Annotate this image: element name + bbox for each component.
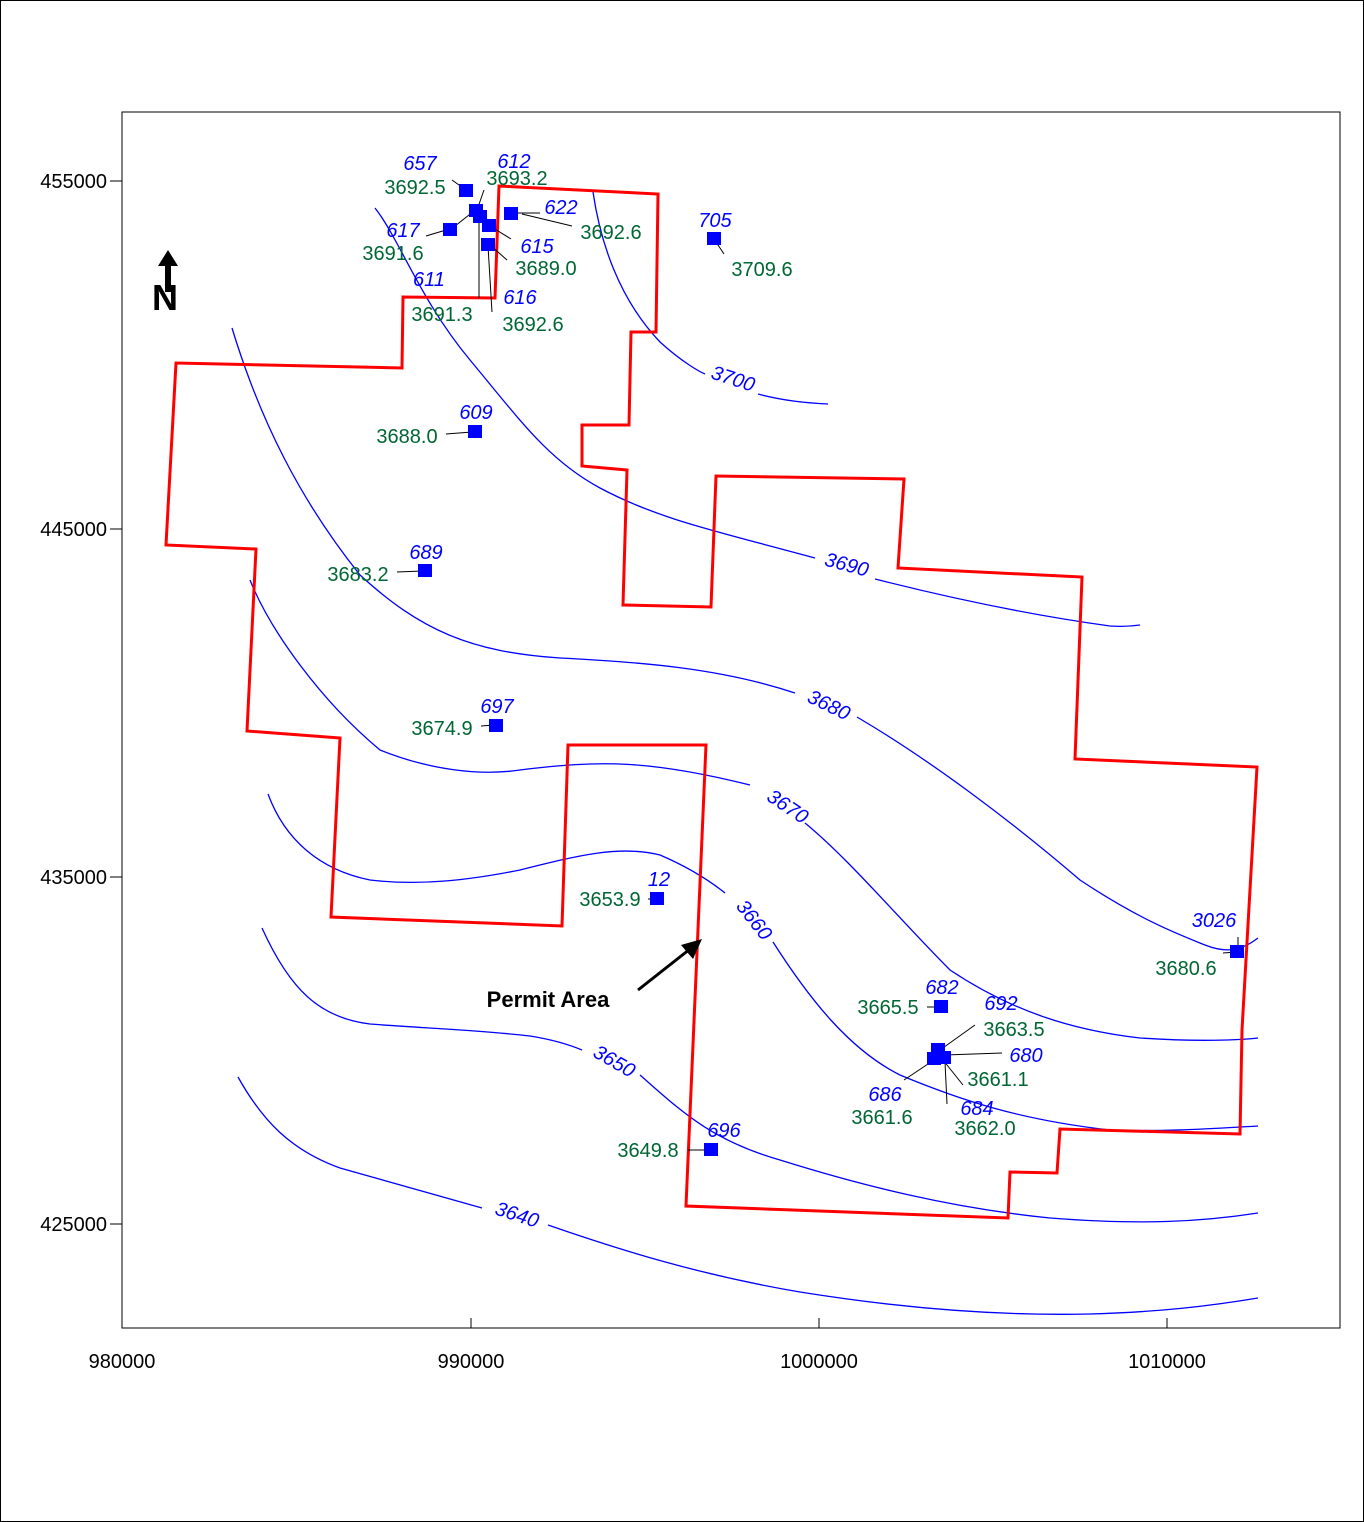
well-id-label: 3026 bbox=[1192, 910, 1237, 932]
well-value-label: 3661.1 bbox=[967, 1069, 1028, 1091]
well-marker[interactable] bbox=[934, 1000, 948, 1013]
contour-line-3690 bbox=[374, 207, 1141, 628]
well-marker[interactable] bbox=[707, 232, 721, 245]
contour-label: 3690 bbox=[822, 549, 871, 582]
contour-line-fragment bbox=[374, 1329, 383, 1330]
well-id-label: 696 bbox=[707, 1120, 741, 1142]
well-id-labels: 657 612 622 705 617 615 611 616 609 689 … bbox=[386, 151, 1237, 1142]
well-marker[interactable] bbox=[1230, 945, 1244, 958]
well-value-label: 3661.6 bbox=[851, 1107, 912, 1129]
contour-label: 3680 bbox=[804, 686, 854, 725]
y-axis: 455000 445000 435000 425000 bbox=[40, 171, 122, 1236]
well-id-label: 622 bbox=[544, 197, 577, 219]
well-value-label: 3680.6 bbox=[1155, 958, 1216, 980]
y-tick-label: 455000 bbox=[40, 171, 107, 193]
north-label: N bbox=[152, 277, 178, 318]
well-id-label: 615 bbox=[520, 236, 554, 258]
well-value-labels: 3692.5 3693.2 3692.6 3709.6 3691.6 3689.… bbox=[327, 168, 1216, 1162]
contour-line-3650 bbox=[261, 927, 1259, 1223]
well-marker[interactable] bbox=[482, 219, 496, 232]
y-tick-label: 425000 bbox=[40, 1214, 107, 1236]
well-id-label: 697 bbox=[480, 696, 514, 718]
well-id-label: 692 bbox=[984, 993, 1017, 1015]
y-tick-label: 435000 bbox=[40, 867, 107, 889]
well-value-label: 3709.6 bbox=[731, 259, 792, 281]
x-tick-label: 1010000 bbox=[1128, 1351, 1206, 1373]
well-id-label: 680 bbox=[1009, 1045, 1042, 1067]
well-marker[interactable] bbox=[418, 564, 432, 577]
permit-boundary bbox=[164, 184, 1259, 1220]
y-tick-label: 445000 bbox=[40, 519, 107, 541]
contour-line-3680 bbox=[231, 327, 1259, 951]
well-marker[interactable] bbox=[927, 1052, 941, 1065]
well-id-label: 12 bbox=[648, 869, 670, 891]
well-value-label: 3688.0 bbox=[376, 426, 437, 448]
well-marker[interactable] bbox=[704, 1143, 718, 1156]
well-id-label: 612 bbox=[497, 151, 530, 173]
contour-line-3700 bbox=[592, 191, 829, 405]
well-value-label: 3691.3 bbox=[411, 304, 472, 326]
contour-label: 3670 bbox=[763, 785, 812, 828]
permit-area-annotation: Permit Area bbox=[487, 939, 702, 1012]
contour-line-3660 bbox=[267, 793, 1259, 1132]
contour-line-3640 bbox=[237, 1076, 1259, 1315]
well-value-label: 3691.6 bbox=[362, 243, 423, 265]
well-value-label: 3663.5 bbox=[983, 1019, 1044, 1041]
well-marker[interactable] bbox=[489, 719, 503, 732]
well-id-label: 609 bbox=[459, 402, 492, 424]
contour-label: 3640 bbox=[492, 1198, 541, 1233]
well-marker[interactable] bbox=[481, 238, 495, 251]
well-id-label: 705 bbox=[698, 210, 732, 232]
well-value-label: 3683.2 bbox=[327, 564, 388, 586]
well-marker[interactable] bbox=[650, 892, 664, 905]
well-marker[interactable] bbox=[504, 207, 518, 220]
well-id-label: 689 bbox=[409, 542, 442, 564]
x-tick-label: 990000 bbox=[438, 1351, 505, 1373]
well-value-label: 3692.5 bbox=[384, 177, 445, 199]
x-tick-label: 1000000 bbox=[780, 1351, 858, 1373]
contour-labels: 3700 3690 3680 3670 3660 3650 3640 bbox=[492, 362, 871, 1233]
x-axis: 980000 990000 1000000 1010000 bbox=[89, 1318, 1206, 1373]
well-marker[interactable] bbox=[443, 223, 457, 236]
well-value-label: 3692.6 bbox=[502, 314, 563, 336]
well-id-label: 657 bbox=[403, 153, 437, 175]
well-value-label: 3693.2 bbox=[486, 168, 547, 190]
well-value-label: 3692.6 bbox=[580, 222, 641, 244]
well-value-label: 3665.5 bbox=[857, 997, 918, 1019]
arrowhead-icon bbox=[681, 939, 702, 959]
north-arrow-icon: N bbox=[152, 250, 178, 318]
arrow-icon bbox=[637, 947, 691, 992]
well-marker[interactable] bbox=[468, 425, 482, 438]
well-value-label: 3662.0 bbox=[954, 1118, 1015, 1140]
well-id-label: 682 bbox=[925, 977, 958, 999]
contour-label: 3700 bbox=[708, 362, 757, 397]
x-tick-label: 980000 bbox=[89, 1351, 156, 1373]
well-value-label: 3653.9 bbox=[579, 889, 640, 911]
well-id-label: 686 bbox=[868, 1084, 902, 1106]
well-value-label: 3649.8 bbox=[617, 1140, 678, 1162]
well-value-label: 3674.9 bbox=[411, 718, 472, 740]
permit-area-label: Permit Area bbox=[487, 987, 610, 1012]
contour-label: 3660 bbox=[731, 896, 776, 945]
well-markers bbox=[418, 184, 1244, 1156]
well-marker[interactable] bbox=[459, 184, 473, 197]
well-value-label: 3689.0 bbox=[515, 258, 576, 280]
well-id-label: 684 bbox=[960, 1098, 993, 1120]
contour-line-3670 bbox=[249, 579, 1259, 1041]
plot-area bbox=[121, 111, 1341, 1329]
well-id-label: 616 bbox=[503, 287, 537, 309]
well-id-label: 611 bbox=[413, 269, 445, 291]
contour-label: 3650 bbox=[589, 1041, 639, 1082]
well-id-label: 617 bbox=[386, 220, 420, 242]
